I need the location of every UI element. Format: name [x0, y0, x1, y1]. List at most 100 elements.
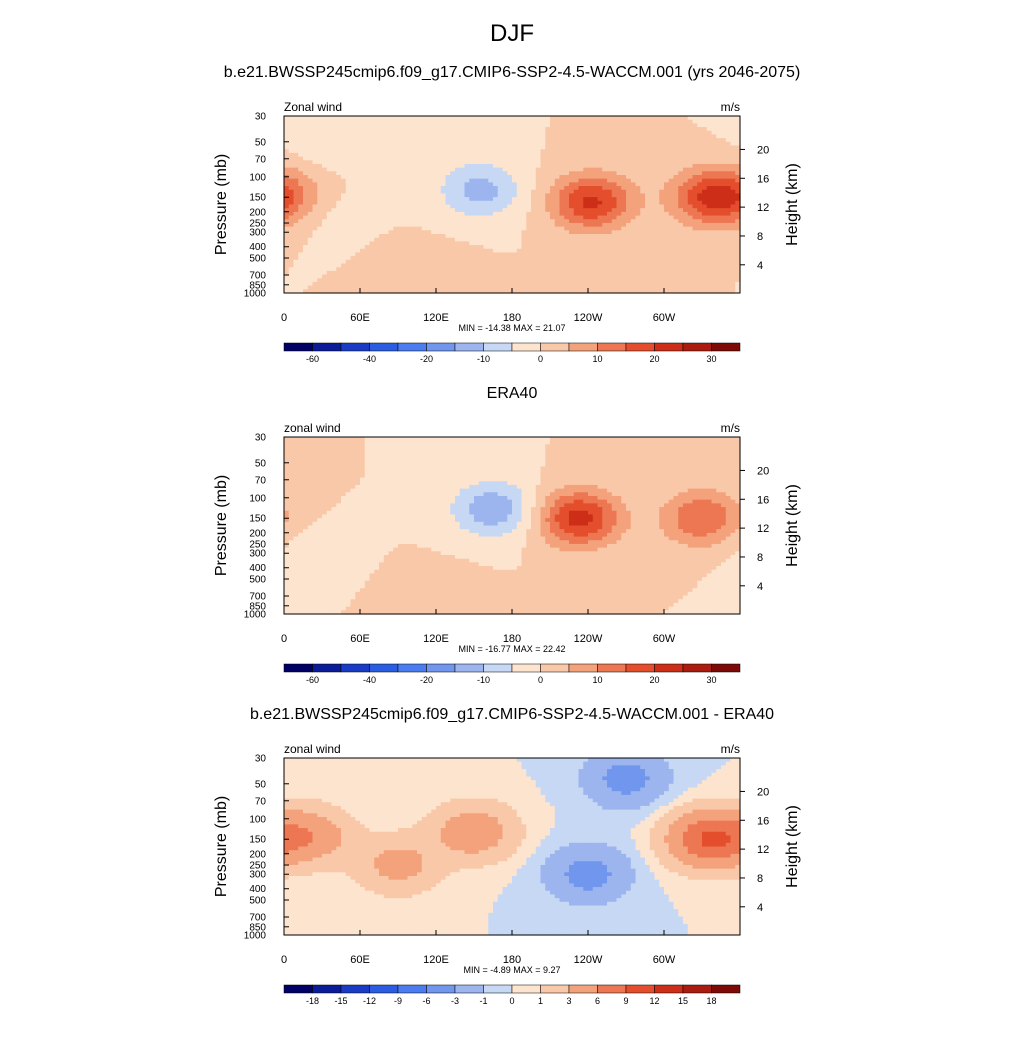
field-cell [655, 212, 660, 216]
field-cell [645, 138, 650, 142]
field-cell [351, 223, 356, 227]
field-cell [436, 256, 441, 260]
field-cell [507, 120, 512, 124]
field-cell [474, 208, 479, 212]
field-cell [365, 164, 370, 168]
field-cell [555, 245, 560, 249]
field-cell [669, 219, 674, 223]
field-cell [317, 238, 322, 242]
field-cell [612, 131, 617, 135]
field-cell [332, 264, 337, 268]
field-cell [484, 252, 489, 256]
field-cell [693, 168, 698, 172]
field-cell [422, 153, 427, 157]
field-cell [512, 138, 517, 142]
field-cell [621, 212, 626, 216]
field-cell [327, 275, 332, 279]
field-cell [365, 241, 370, 245]
field-cell [697, 186, 702, 190]
field-cell [284, 164, 289, 168]
field-cell [294, 238, 299, 242]
field-cell [617, 142, 622, 146]
field-cell [450, 193, 455, 197]
field-cell [384, 175, 389, 179]
field-cell [370, 138, 375, 142]
field-cell [707, 205, 712, 209]
field-cell [317, 193, 322, 197]
field-cell [284, 146, 289, 150]
field-cell [431, 230, 436, 234]
field-cell [422, 205, 427, 209]
field-cell [545, 123, 550, 127]
field-cell [398, 212, 403, 216]
field-cell [602, 271, 607, 275]
field-cell [731, 223, 736, 227]
field-cell [289, 153, 294, 157]
field-cell [707, 160, 712, 164]
field-cell [332, 437, 337, 441]
field-cell [607, 282, 612, 286]
field-cell [355, 153, 360, 157]
field-cell [484, 241, 489, 245]
field-cell [579, 157, 584, 161]
field-cell [370, 123, 375, 127]
field-cell [370, 116, 375, 120]
field-cell [479, 134, 484, 138]
field-cell [488, 219, 493, 223]
field-cell [365, 448, 370, 452]
field-cell [422, 282, 427, 286]
field-cell [721, 275, 726, 279]
field-cell [512, 223, 517, 227]
field-cell [460, 252, 465, 256]
field-cell [678, 157, 683, 161]
field-cell [294, 260, 299, 264]
field-cell [465, 275, 470, 279]
field-cell [351, 142, 356, 146]
field-cell [531, 153, 536, 157]
field-cell [389, 245, 394, 249]
field-cell [308, 205, 313, 209]
field-cell [541, 146, 546, 150]
field-cell [317, 186, 322, 190]
field-cell [678, 182, 683, 186]
field-cell [702, 278, 707, 282]
field-cell [560, 249, 565, 253]
field-cell [655, 267, 660, 271]
field-cell [678, 264, 683, 268]
field-cell [569, 186, 574, 190]
field-cell [731, 116, 736, 120]
field-cell [488, 123, 493, 127]
field-cell [374, 238, 379, 242]
field-cell [313, 208, 318, 212]
field-cell [384, 245, 389, 249]
field-cell [598, 437, 603, 441]
field-cell [593, 219, 598, 223]
field-cell [360, 149, 365, 153]
field-cell [317, 264, 322, 268]
field-cell [640, 252, 645, 256]
field-cell [531, 264, 536, 268]
field-cell [731, 256, 736, 260]
field-cell [317, 131, 322, 135]
field-cell [479, 256, 484, 260]
field-cell [512, 164, 517, 168]
field-cell [631, 123, 636, 127]
field-cell [678, 205, 683, 209]
field-cell [498, 186, 503, 190]
field-cell [688, 249, 693, 253]
field-cell [688, 146, 693, 150]
field-cell [526, 123, 531, 127]
field-cell [317, 256, 322, 260]
field-cell [621, 264, 626, 268]
field-cell [484, 134, 489, 138]
field-cell [493, 197, 498, 201]
field-cell [640, 175, 645, 179]
field-cell [669, 260, 674, 264]
field-cell [450, 120, 455, 124]
field-cell [593, 260, 598, 264]
field-cell [294, 134, 299, 138]
field-cell [341, 201, 346, 205]
field-cell [427, 238, 432, 242]
field-cell [308, 164, 313, 168]
field-cell [374, 205, 379, 209]
